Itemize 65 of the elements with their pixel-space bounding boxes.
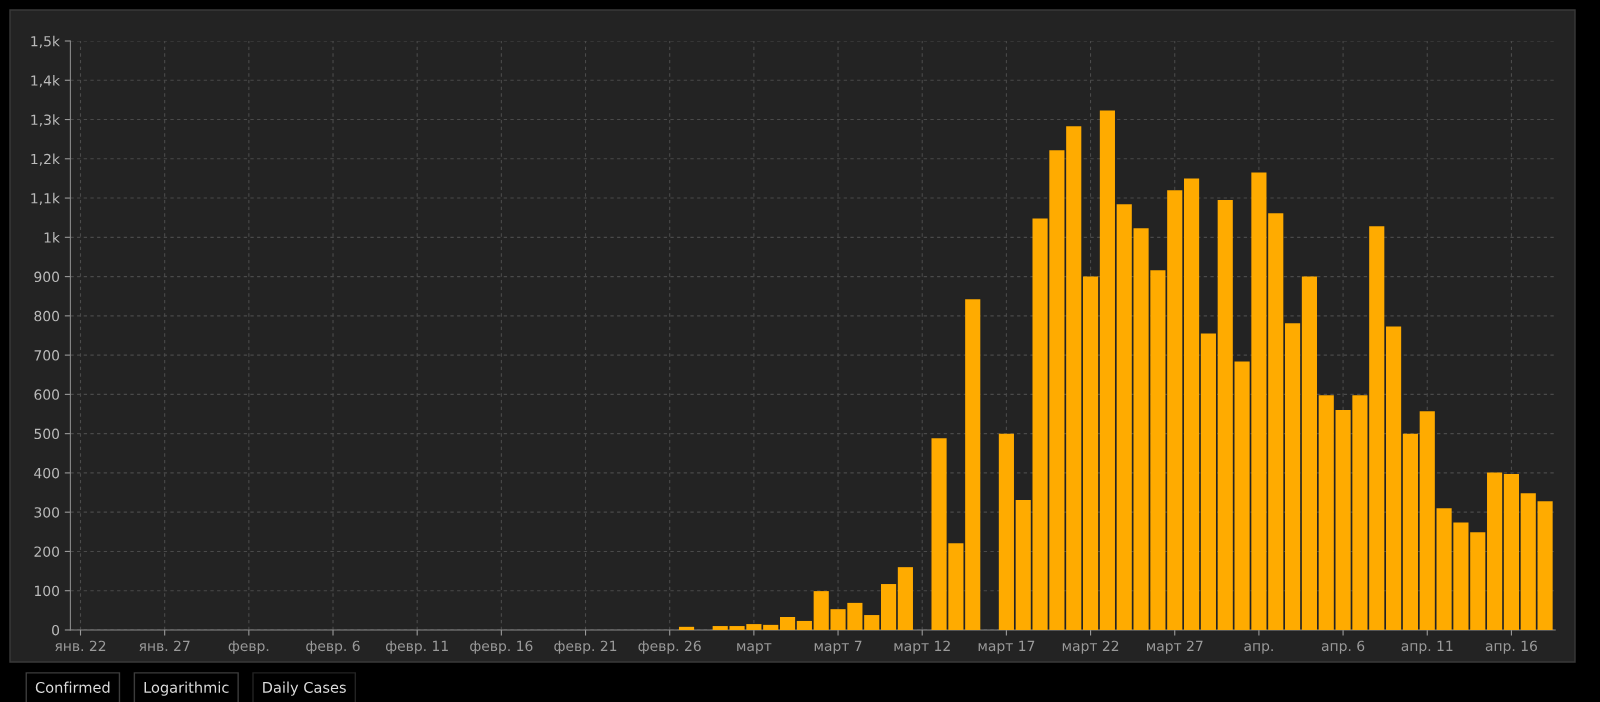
x-tick-label: апр. 6 bbox=[1321, 640, 1365, 654]
bar bbox=[998, 433, 1014, 630]
bar bbox=[1520, 493, 1536, 630]
text: Logarithmic bbox=[144, 681, 229, 696]
x-tick-label: янв. 27 bbox=[139, 640, 190, 651]
bar bbox=[864, 615, 880, 630]
y-tick-label: 1,5k bbox=[31, 35, 60, 48]
x-tick-label: февр. bbox=[228, 640, 269, 654]
bar bbox=[1537, 501, 1553, 630]
x-tick-label: март bbox=[737, 643, 772, 654]
x-tick-label: февр. 26 bbox=[638, 640, 701, 654]
bar bbox=[779, 617, 796, 630]
bar bbox=[1200, 333, 1216, 630]
y-tick-label: 1,4k bbox=[31, 74, 60, 88]
bar bbox=[1503, 474, 1520, 630]
y-tick-label: 200 bbox=[34, 546, 60, 557]
bar bbox=[1167, 190, 1183, 630]
text: Confirmed bbox=[35, 681, 110, 693]
bar bbox=[1285, 323, 1301, 630]
x-tick-label: март 27 bbox=[1147, 640, 1203, 654]
x-tick-label: янв. 22 bbox=[55, 640, 106, 651]
y-tick-label: 100 bbox=[35, 585, 60, 597]
bar bbox=[1082, 276, 1099, 630]
x-tick-label: апр. 11 bbox=[1401, 640, 1453, 654]
bar bbox=[1066, 126, 1082, 630]
x-tick-label: март 12 bbox=[894, 640, 950, 654]
bar bbox=[678, 626, 695, 630]
bar bbox=[965, 299, 981, 630]
bar bbox=[1487, 472, 1503, 630]
bar bbox=[796, 620, 812, 630]
y-tick-label: 500 bbox=[34, 428, 60, 440]
y-tick-label: 1,2k bbox=[31, 153, 60, 166]
y-tick-label: 900 bbox=[34, 271, 60, 283]
bar bbox=[897, 567, 913, 630]
x-tick-label: апр. 16 bbox=[1485, 640, 1538, 654]
bar bbox=[1268, 213, 1284, 630]
x-tick-label: март 22 bbox=[1062, 640, 1119, 654]
x-tick-label: февр. 16 bbox=[470, 640, 533, 654]
text: Daily Cases bbox=[263, 681, 346, 696]
bar bbox=[763, 624, 779, 630]
x-tick-label: февр. 11 bbox=[385, 640, 448, 654]
x-tick-label: февр. 6 bbox=[306, 640, 360, 654]
y-tick-label: 400 bbox=[34, 467, 60, 479]
bar bbox=[1184, 178, 1200, 630]
x-tick-label: март 17 bbox=[978, 640, 1035, 654]
y-tick-label: 1k bbox=[44, 232, 60, 243]
bar bbox=[1369, 226, 1385, 630]
y-tick-label: 1,3k bbox=[31, 114, 60, 127]
bar bbox=[1402, 433, 1418, 630]
bar bbox=[1318, 395, 1334, 630]
y-tick-label: 300 bbox=[34, 507, 60, 518]
x-tick-label: февр. 21 bbox=[554, 640, 617, 654]
bar bbox=[1386, 326, 1402, 630]
bar bbox=[880, 584, 897, 630]
y-tick-label: 800 bbox=[34, 310, 60, 322]
y-tick-label: 600 bbox=[34, 389, 60, 400]
y-tick-label: 700 bbox=[34, 350, 60, 361]
bar bbox=[1301, 276, 1317, 630]
y-tick-label: 0 bbox=[52, 624, 60, 636]
bar bbox=[1217, 200, 1233, 630]
bar bbox=[1419, 411, 1435, 630]
x-tick-label: март 7 bbox=[814, 640, 862, 654]
y-tick-label: 1,1k bbox=[31, 192, 60, 205]
x-tick-label: апр. bbox=[1244, 643, 1273, 654]
bar bbox=[1099, 110, 1115, 630]
